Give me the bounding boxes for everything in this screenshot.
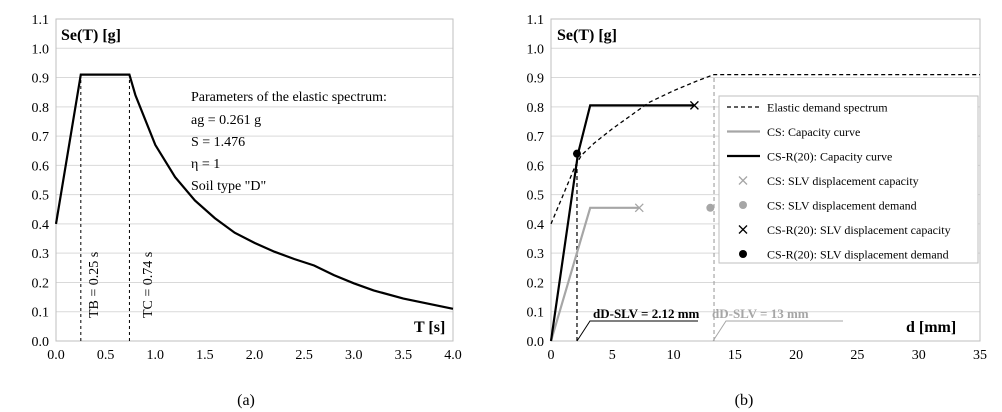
plot-frame-a — [55, 18, 454, 342]
cs-capacity-curve — [549, 206, 640, 342]
y-tick-label: 0.8 — [32, 101, 50, 116]
x-tick-label: 25 — [850, 348, 864, 363]
legend-swatch — [738, 176, 748, 185]
elastic-demand-spectrum-line — [550, 73, 980, 225]
legend-label: CS: Capacity curve — [767, 125, 860, 139]
y-tick-label: 0.3 — [527, 247, 545, 262]
y-tick-label: 0.7 — [527, 130, 545, 145]
plot-frame-b — [550, 18, 981, 342]
x-tick-label: 2.5 — [295, 348, 313, 363]
x-tick-labels-b: 0 5 10 15 20 25 30 35 — [548, 348, 988, 363]
legend-item: CS-R(20): SLV displacement capacity — [738, 223, 951, 237]
cs-r20-capacity-curve — [549, 104, 695, 342]
x-tick-label: 35 — [973, 348, 987, 363]
legend-swatch — [739, 201, 747, 209]
y-axis-label-b: Se(T) [g] — [557, 27, 617, 44]
y-tick-label: 0.4 — [32, 218, 50, 233]
legend-label: Elastic demand spectrum — [767, 101, 888, 115]
x-tick-label: 5 — [609, 348, 616, 363]
legend-label: CS-R(20): Capacity curve — [767, 150, 892, 164]
annotation-eta: η = 1 — [191, 157, 220, 172]
y-tick-label: 0.1 — [32, 306, 50, 321]
demand-label-leader-black — [576, 320, 698, 342]
legend-swatch — [738, 225, 748, 234]
annotation-title: Parameters of the elastic spectrum: — [191, 90, 387, 105]
y-tick-label: 0.6 — [527, 159, 545, 174]
x-tick-label: 0 — [548, 348, 555, 363]
demand-dot-marker — [706, 203, 715, 212]
y-tick-label: 0.4 — [527, 218, 545, 233]
x-tick-labels-a: 0.0 0.5 1.0 1.5 2.0 2.5 3.0 3.5 4.0 — [47, 348, 462, 363]
legend-item: CS: Capacity curve — [727, 125, 860, 139]
x-axis-label-b: d [mm] — [906, 319, 956, 336]
x-tick-label: 30 — [912, 348, 926, 363]
legend-swatch — [739, 250, 747, 258]
annotation-s: S = 1.476 — [191, 135, 245, 150]
y-tick-label: 0.7 — [32, 130, 50, 145]
chart-panel-a: 0.0 0.5 1.0 1.5 2.0 2.5 3.0 3.5 4.0 0.0 0.1 0.2 0.3… — [32, 13, 462, 409]
displacement-markers — [572, 100, 715, 213]
legend-label: CS-R(20): SLV displacement demand — [767, 248, 949, 262]
legend-item: CS: SLV displacement demand — [739, 199, 917, 213]
y-tick-labels-a: 0.0 0.1 0.2 0.3 0.4 0.5 0.6 0.7 0.8 0.9 1.0 1.1 — [32, 13, 50, 350]
x-tick-label: 3.5 — [395, 348, 413, 363]
capacity-x-marker — [689, 100, 699, 110]
legend-item: Elastic demand spectrum — [727, 101, 888, 115]
legend-item: CS: SLV displacement capacity — [738, 174, 919, 188]
x-tick-label: 0.5 — [97, 348, 115, 363]
legend-item: CS-R(20): SLV displacement demand — [739, 248, 949, 262]
y-tick-label: 0.5 — [32, 189, 50, 204]
x-tick-label: 1.5 — [196, 348, 214, 363]
elastic-spectrum-line — [54, 73, 454, 310]
demand-label-leader-grey — [712, 320, 843, 342]
capacity-x-marker — [634, 203, 644, 213]
y-tick-label: 0.8 — [527, 101, 545, 116]
legend: Elastic demand spectrum CS: Capacity curv… — [718, 95, 979, 264]
legend-label: CS: SLV displacement capacity — [767, 174, 919, 188]
panel-label-b: (b) — [735, 392, 754, 409]
demand-label-cs-r20: dD-SLV = 2.12 mm — [593, 306, 700, 321]
y-tick-label: 0.6 — [32, 159, 50, 174]
x-tick-label: 2.0 — [246, 348, 264, 363]
y-tick-label: 0.0 — [527, 335, 545, 350]
x-tick-label: 0.0 — [47, 348, 65, 363]
y-tick-label: 0.1 — [527, 306, 545, 321]
annotation-ag: ag = 0.261 g — [191, 113, 261, 128]
x-tick-label: 1.0 — [147, 348, 165, 363]
y-tick-label: 0.3 — [32, 247, 50, 262]
y-tick-label: 1.0 — [527, 42, 545, 57]
y-tick-label: 0.9 — [32, 72, 50, 87]
demand-label-cs: dD-SLV = 13 mm — [712, 306, 809, 321]
x-tick-label: 3.0 — [345, 348, 363, 363]
y-tick-labels-b: 0.0 0.1 0.2 0.3 0.4 0.5 0.6 0.7 0.8 0.9 1.0 1.1 — [527, 13, 545, 350]
legend-item: CS-R(20): Capacity curve — [727, 150, 892, 164]
demand-dot-marker — [572, 149, 581, 158]
y-tick-label: 0.0 — [32, 335, 50, 350]
legend-box — [718, 95, 979, 264]
x-tick-label: 4.0 — [444, 348, 462, 363]
tc-label: TC = 0.74 s — [141, 252, 156, 318]
legend-label: CS: SLV displacement demand — [767, 199, 917, 213]
y-tick-label: 1.1 — [32, 13, 50, 28]
annotation-soil: Soil type "D" — [191, 179, 266, 194]
panel-label-a: (a) — [237, 392, 255, 409]
x-tick-label: 20 — [789, 348, 803, 363]
dashed-period-lines — [80, 74, 130, 341]
y-tick-label: 0.2 — [32, 276, 50, 291]
x-tick-label: 15 — [728, 348, 742, 363]
y-tick-label: 0.9 — [527, 72, 545, 87]
y-tick-label: 1.1 — [527, 13, 545, 28]
y-tick-label: 0.5 — [527, 189, 545, 204]
y-tick-label: 1.0 — [32, 42, 50, 57]
y-axis-label-a: Se(T) [g] — [61, 27, 121, 44]
x-tick-label: 10 — [667, 348, 681, 363]
y-tick-label: 0.2 — [527, 276, 545, 291]
legend-label: CS-R(20): SLV displacement capacity — [767, 223, 951, 237]
x-axis-label-a: T [s] — [414, 319, 445, 336]
chart-panel-b: 0 5 10 15 20 25 30 35 0.00.10.20.30.40.50.60.70… — [527, 13, 988, 409]
tb-label: TB = 0.25 s — [87, 252, 102, 318]
